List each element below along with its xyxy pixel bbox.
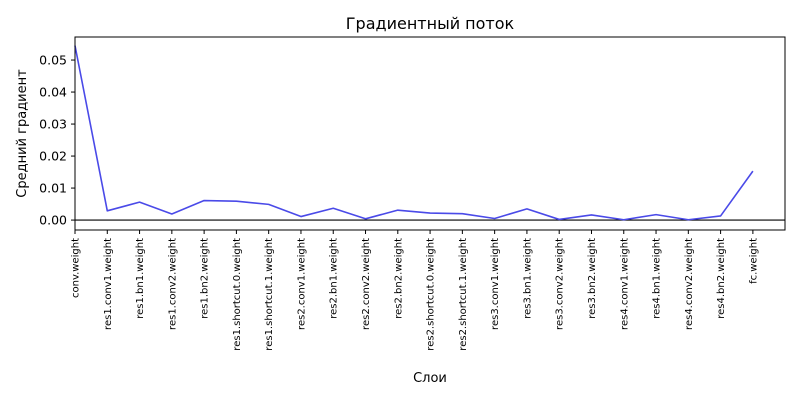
x-tick-label: conv.weight [71,238,82,298]
x-tick-label: res4.bn1.weight [652,238,663,319]
x-tick-label: res3.conv2.weight [555,238,566,330]
y-tick-label: 0.01 [39,181,67,196]
x-tick-label: res3.bn1.weight [522,238,533,319]
y-tick-label: 0.04 [39,85,67,100]
x-tick-label: res2.shortcut.1.weight [458,238,469,351]
x-tick-label: res1.shortcut.0.weight [232,238,243,351]
y-tick-label: 0.00 [39,213,67,228]
y-axis-label: Средний градиент [15,69,30,198]
x-tick-label: res2.bn2.weight [393,238,404,319]
y-tick-label: 0.05 [39,53,67,68]
x-tick-label: res4.conv1.weight [619,238,630,330]
gradient-series-line [74,45,754,221]
x-tick-label: res2.bn1.weight [329,238,340,319]
x-tick-label: res3.conv1.weight [490,238,501,330]
x-tick-label: res4.conv2.weight [684,238,695,330]
x-tick-label: res3.bn2.weight [587,238,598,319]
x-tick-label: res2.shortcut.0.weight [426,238,437,351]
x-tick-label: res1.shortcut.1.weight [264,238,275,351]
x-tick-label: res2.conv1.weight [296,238,307,330]
x-tick-label: res4.bn2.weight [716,238,727,319]
plot-frame [74,36,786,231]
x-tick-label: fc.weight [748,238,759,284]
y-tick-label: 0.03 [39,117,67,132]
chart-title: Градиентный поток [346,14,515,33]
x-tick-label: res1.bn1.weight [135,238,146,319]
y-tick-label: 0.02 [39,149,67,164]
x-tick-label: res1.conv1.weight [103,238,114,330]
x-tick-label: res2.conv2.weight [361,238,372,330]
x-tick-label: res1.bn2.weight [200,238,211,319]
x-axis-label: Слои [413,371,447,386]
x-tick-label: res1.conv2.weight [167,238,178,330]
